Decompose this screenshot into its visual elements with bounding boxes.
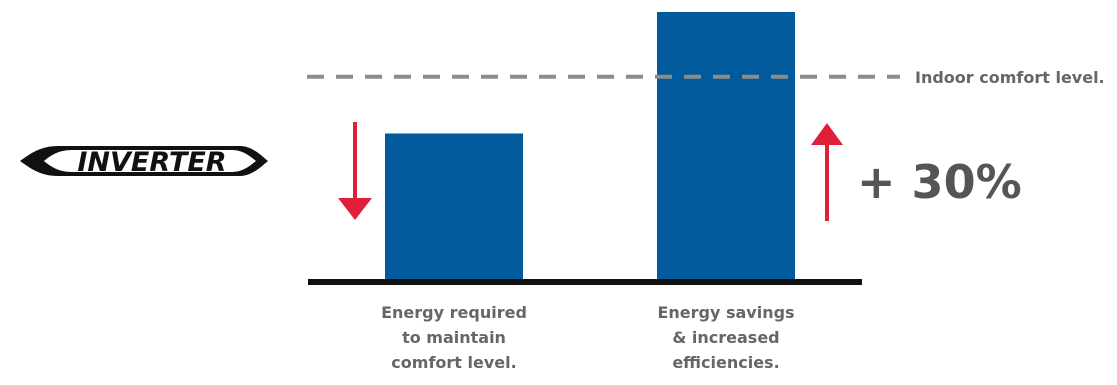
arrow-shaft-1 (825, 145, 829, 221)
bar-1 (657, 12, 795, 282)
baseline-axis (308, 279, 862, 285)
logo-text: INVERTER (77, 147, 226, 178)
logo-inner-band (44, 150, 256, 172)
percent-annotation-0: + 30% (857, 155, 1022, 209)
inverter-logo: INVERTER (20, 146, 268, 178)
down-arrow-head-0 (338, 198, 372, 220)
comfort-reference-label: Indoor comfort level. (915, 68, 1105, 87)
category-label-0: Energy required to maintain comfort leve… (381, 303, 527, 372)
up-arrow-head-1 (811, 123, 843, 145)
category-label-1: Energy savings & increased efficiencies. (657, 303, 795, 372)
arrow-shaft-0 (353, 122, 357, 198)
bar-0 (385, 133, 523, 282)
